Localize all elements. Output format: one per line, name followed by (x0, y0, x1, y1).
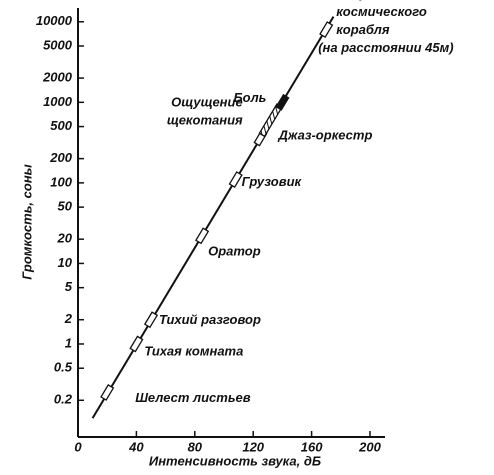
point-label: Оратор (208, 243, 261, 258)
x-tick-label: 80 (188, 439, 203, 454)
y-tick-label: 200 (49, 150, 72, 165)
point-marker (100, 384, 115, 401)
point-label: Джаз-оркестр (278, 127, 373, 142)
y-tick-label: 50 (58, 199, 73, 214)
line (91, 16, 335, 419)
point-marker (195, 227, 210, 245)
point-marker (228, 171, 243, 188)
point-marker (129, 335, 144, 353)
y-tick-label: 10 (58, 255, 73, 270)
y-tick-label: 2000 (42, 70, 73, 85)
point-marker (319, 21, 334, 39)
point-label: Грузовик (242, 174, 303, 189)
y-tick-label: 0.2 (54, 392, 73, 407)
point-label: Ощущение (171, 95, 243, 110)
point-label: (на расстоянии 45м) (318, 40, 453, 55)
x-axis-label: Интенсивность звука, дБ (149, 453, 321, 468)
point-label: Запуск (336, 0, 382, 1)
y-tick-label: 5 (65, 279, 73, 294)
point-label: Шелест листьев (135, 390, 251, 405)
x-tick-label: 40 (128, 439, 144, 454)
point-label: щекотания (167, 113, 243, 128)
y-tick-label: 2 (64, 311, 73, 326)
point-label: Тихий разговор (159, 312, 261, 327)
y-tick-label: 500 (50, 118, 72, 133)
x-tick-label: 0 (74, 439, 82, 454)
y-tick-label: 1000 (43, 94, 73, 109)
point-label: Боль (233, 90, 266, 105)
x-tick-label: 120 (242, 439, 264, 454)
point-label: Тихая комната (144, 343, 243, 358)
y-tick-label: 20 (57, 231, 73, 246)
y-tick-label: 0.5 (54, 360, 73, 375)
point-marker (143, 311, 159, 329)
y-tick-label: 10000 (36, 13, 73, 28)
x-tick-label: 160 (301, 439, 323, 454)
y-tick-label: 100 (50, 174, 72, 189)
y-axis-label: Громкость, соны (19, 164, 34, 280)
y-tick-label: 1 (65, 335, 72, 350)
y-tick-label: 5000 (43, 37, 73, 52)
point-label: корабля (336, 22, 390, 37)
point-label: космического (336, 4, 427, 19)
point-marker (275, 93, 290, 111)
x-tick-label: 200 (358, 439, 381, 454)
